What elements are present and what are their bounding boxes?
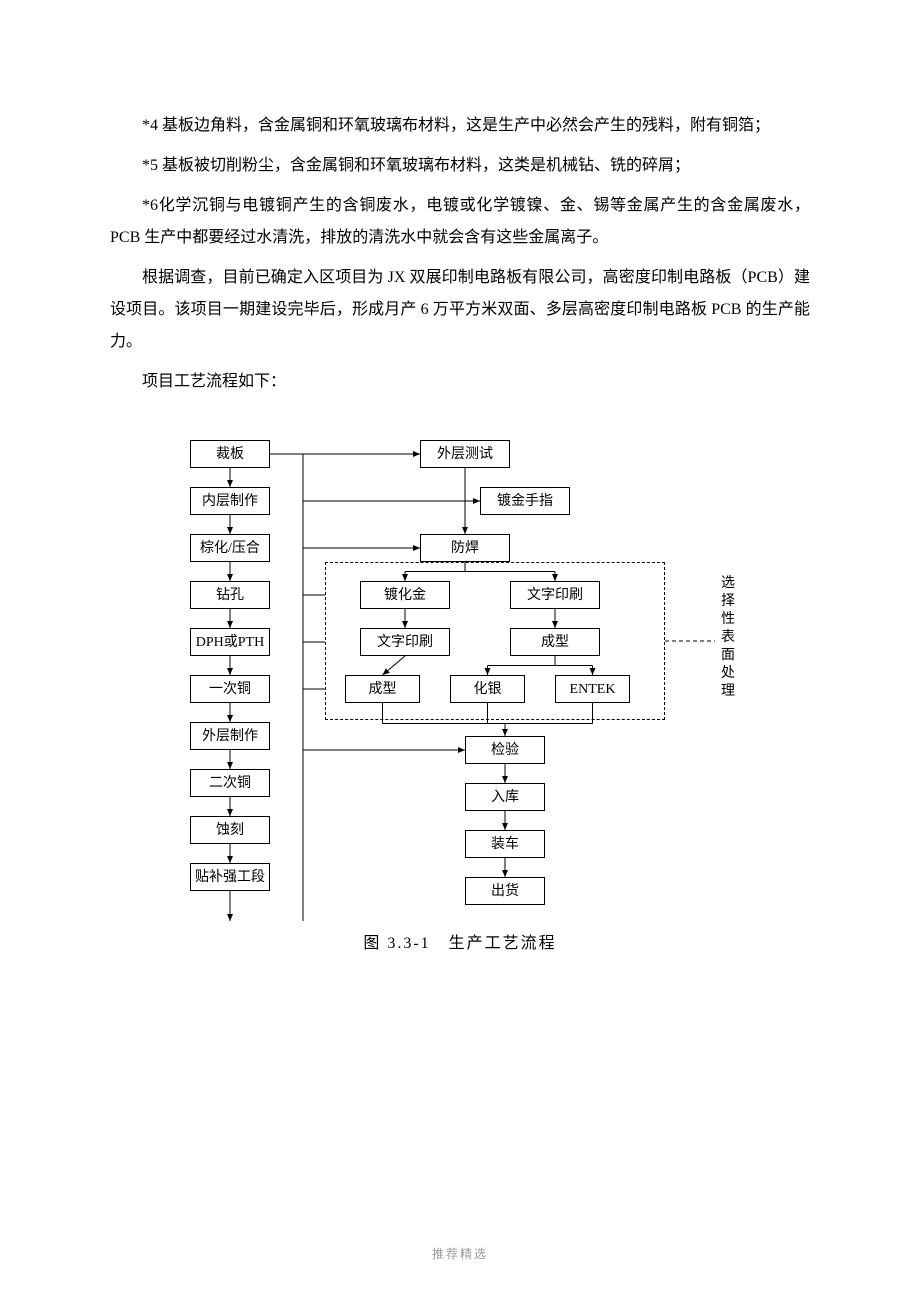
flowchart: 裁板内层制作棕化/压合钻孔 DPH或PTH 一次铜外层制作二次铜蚀刻贴补强工段 外层测… [190,440,760,960]
flow-node-load: 装车 [465,830,545,858]
flow-node-left-1: 内层制作 [190,487,270,515]
paragraph: 根据调查，目前已确定入区项目为 JX 双展印制电路板有限公司，高密度印制电路板（… [110,262,810,358]
flow-node-outer_test: 外层测试 [420,440,510,468]
flow-node-left-2: 棕化/压合 [190,534,270,562]
flow-side-label: 选择性表面处理 [720,575,736,701]
paragraph: *6化学沉铜与电镀铜产生的含铜废水，电镀或化学镀镍、金、锡等金属产生的含金属废水… [110,190,810,254]
paragraph: *5 基板被切削粉尘，含金属铜和环氧玻璃布材料，这类是机械钻、铣的碎屑； [110,150,810,182]
footer-text: 推荐精选 [0,1245,920,1262]
flow-node-solder: 防焊 [420,534,510,562]
flow-node-left-4: DPH或PTH [190,628,270,656]
paragraph: *4 基板边角料，含金属铜和环氧玻璃布材料，这是生产中必然会产生的残料，附有铜箔… [110,110,810,142]
flow-node-left-7: 二次铜 [190,769,270,797]
flow-node-left-0: 裁板 [190,440,270,468]
flow-node-stock: 入库 [465,783,545,811]
flow-node-left-3: 钻孔 [190,581,270,609]
flow-node-left-8: 蚀刻 [190,816,270,844]
flow-node-left-5: 一次铜 [190,675,270,703]
flow-node-left-6: 外层制作 [190,722,270,750]
paragraph: 项目工艺流程如下： [110,366,810,398]
flow-dashed-group [325,562,665,720]
flow-node-ship: 出货 [465,877,545,905]
flow-node-left-9: 贴补强工段 [190,863,270,891]
flow-node-gold_finger: 镀金手指 [480,487,570,515]
page: *4 基板边角料，含金属铜和环氧玻璃布材料，这是生产中必然会产生的残料，附有铜箔… [0,0,920,1302]
flow-node-inspect: 检验 [465,736,545,764]
